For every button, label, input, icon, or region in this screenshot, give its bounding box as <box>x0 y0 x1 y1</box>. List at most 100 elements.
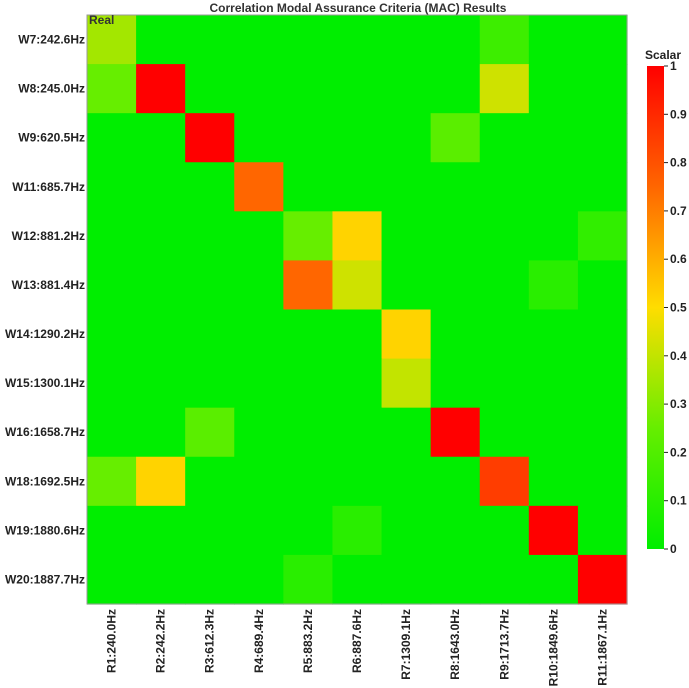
heatmap-cell <box>234 456 284 507</box>
heatmap-cell <box>332 211 383 262</box>
heatmap-cell <box>87 15 137 65</box>
heatmap-cell <box>87 162 137 212</box>
colorbar-tick-label: 0.7 <box>670 204 687 218</box>
heatmap-cell <box>430 15 481 65</box>
x-tick-label: R6:887.6Hz <box>350 609 364 673</box>
colorbar-tick-label: 0.2 <box>670 445 687 459</box>
heatmap-cell <box>136 113 186 163</box>
heatmap-cell <box>332 456 383 507</box>
heatmap-cell <box>234 309 284 360</box>
heatmap-cell <box>577 407 628 458</box>
heatmap-cell <box>136 358 186 409</box>
heatmap-cell <box>136 211 186 262</box>
heatmap-cell <box>234 554 284 605</box>
heatmap-cell <box>381 162 432 212</box>
heatmap-cell <box>430 407 481 458</box>
heatmap-cell <box>479 358 530 409</box>
heatmap-cell <box>528 358 579 409</box>
heatmap-cell <box>479 505 530 556</box>
heatmap-cell <box>479 456 530 507</box>
heatmap-cell <box>381 260 432 311</box>
heatmap-cell <box>479 260 530 311</box>
colorbar-title: Scalar <box>645 48 681 62</box>
heatmap-cell <box>430 113 481 163</box>
x-tick-label: R3:612.3Hz <box>203 609 217 673</box>
heatmap-cell <box>381 358 432 409</box>
heatmap-cell <box>479 64 530 114</box>
y-tick-label: W7:242.6Hz <box>18 33 85 47</box>
heatmap-cell <box>479 162 530 212</box>
heatmap-cell <box>185 358 235 409</box>
heatmap-cell <box>381 505 432 556</box>
heatmap-cell <box>234 260 284 311</box>
heatmap-cell <box>136 162 186 212</box>
heatmap-cell <box>528 407 579 458</box>
colorbar <box>647 66 664 549</box>
y-tick-label: W15:1300.1Hz <box>5 376 85 390</box>
heatmap-cell <box>430 554 481 605</box>
heatmap-cell <box>332 15 383 65</box>
colorbar-tick-label: 0.4 <box>670 349 687 363</box>
colorbar-ticks: 1 0.9 0.8 0.7 0.6 0.5 0.4 0.3 0.2 0.1 0 <box>664 59 687 556</box>
heatmap-cell <box>332 358 383 409</box>
heatmap-cell <box>234 505 284 556</box>
heatmap-cell <box>185 407 235 458</box>
heatmap-cell <box>381 15 432 65</box>
heatmap-cell <box>577 162 628 212</box>
heatmap-cell <box>283 456 334 507</box>
x-tick-label: R1:240.0Hz <box>105 609 119 673</box>
heatmap-cell <box>283 162 334 212</box>
heatmap-cell <box>234 64 284 114</box>
heatmap-cell <box>577 211 628 262</box>
heatmap-cell <box>528 456 579 507</box>
heatmap-cell <box>87 211 137 262</box>
colorbar-tick-label: 0.6 <box>670 252 687 266</box>
heatmap-cell <box>528 113 579 163</box>
heatmap-cell <box>479 113 530 163</box>
heatmap-cell <box>430 162 481 212</box>
heatmap-cell <box>332 554 383 605</box>
heatmap-cell <box>332 64 383 114</box>
plot-frame <box>86 14 628 605</box>
heatmap-cell <box>430 456 481 507</box>
heatmap-cell <box>87 554 137 605</box>
heatmap-cell <box>136 554 186 605</box>
heatmap-cell <box>283 505 334 556</box>
heatmap-cell <box>234 358 284 409</box>
heatmap-cell <box>136 309 186 360</box>
heatmap-cell <box>577 554 628 605</box>
heatmap-cell <box>136 407 186 458</box>
heatmap-cell <box>185 15 235 65</box>
corner-label: Real <box>89 13 114 27</box>
heatmap-cell <box>283 64 334 114</box>
heatmap-cell <box>185 505 235 556</box>
heatmap-cell <box>479 211 530 262</box>
heatmap-cell <box>332 113 383 163</box>
heatmap-cells <box>87 15 628 605</box>
x-tick-label: R9:1713.7Hz <box>497 609 511 680</box>
heatmap-cell <box>381 407 432 458</box>
heatmap-cell <box>234 113 284 163</box>
heatmap-cell <box>185 456 235 507</box>
colorbar-tick-label: 0.9 <box>670 107 687 121</box>
heatmap-cell <box>430 505 481 556</box>
heatmap-cell <box>528 309 579 360</box>
heatmap-cell <box>136 456 186 507</box>
heatmap-cell <box>381 554 432 605</box>
heatmap-cell <box>577 456 628 507</box>
y-tick-label: W19:1880.6Hz <box>5 523 85 537</box>
heatmap-cell <box>332 407 383 458</box>
heatmap-cell <box>528 64 579 114</box>
heatmap-cell <box>332 260 383 311</box>
y-tick-label: W9:620.5Hz <box>18 131 85 145</box>
heatmap-cell <box>381 113 432 163</box>
heatmap-cell <box>87 456 137 507</box>
x-tick-label: R8:1643.0Hz <box>448 609 462 680</box>
colorbar-tick-label: 0.1 <box>670 494 687 508</box>
heatmap-cell <box>577 358 628 409</box>
x-tick-label: R2:242.2Hz <box>154 609 168 673</box>
x-tick-label: R11:1867.1Hz <box>595 609 609 686</box>
x-tick-label: R5:883.2Hz <box>301 609 315 673</box>
heatmap-cell <box>577 260 628 311</box>
